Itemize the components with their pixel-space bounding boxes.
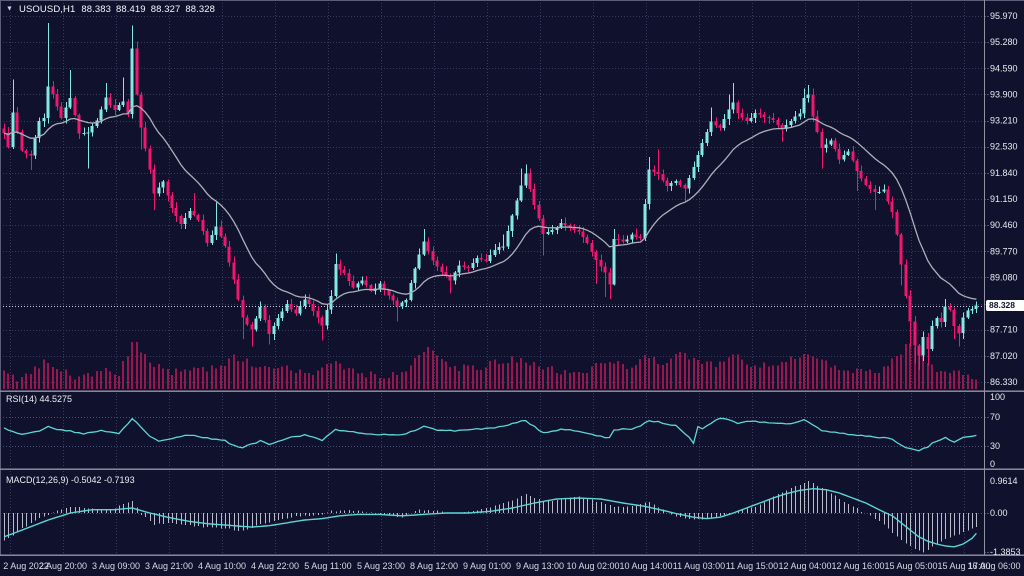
price-axis-label: 94.590 (990, 63, 1018, 73)
date-axis-label: 2 Aug 2022 (3, 561, 49, 571)
date-axis-label: 8 Aug 12:00 (410, 561, 458, 571)
date-axis-label: 15 Aug 17:00 (937, 561, 990, 571)
ma-line (3, 105, 977, 306)
open-value: 88.383 (81, 4, 112, 15)
date-axis-label: 16 Aug 06:00 (967, 561, 1020, 571)
date-axis-label: 3 Aug 21:00 (145, 561, 193, 571)
date-axis-label: 3 Aug 09:00 (92, 561, 140, 571)
price-axis-label: 93.900 (990, 89, 1018, 99)
date-axis-label: 11 Aug 03:00 (673, 561, 725, 571)
price-axis-label: 92.530 (990, 142, 1018, 152)
price-axis-label: 93.210 (990, 116, 1018, 126)
price-axis-label: 91.840 (990, 168, 1018, 178)
volume-layer (3, 341, 977, 389)
rsi-axis-label: 30 (990, 441, 1000, 451)
rsi-axis-label: 70 (990, 412, 1000, 422)
price-axis-label: 89.770 (990, 246, 1018, 256)
candles-layer (2, 23, 978, 371)
rsi-axis-label: 0 (990, 459, 995, 469)
chart-title: ▼ USOUSD,H1 88.383 88.419 88.327 88.328 (6, 4, 215, 15)
low-value: 88.327 (150, 4, 181, 15)
rsi-axis-labels: 100 70 30 0 (984, 392, 1005, 469)
macd-indicator-label: MACD(12,26,9) -0.5042 -0.7193 (6, 475, 135, 485)
date-axis-label: 5 Aug 11:00 (304, 561, 351, 571)
rsi-indicator-label: RSI(14) 44.5275 (6, 394, 73, 404)
symbol-period-label: USOUSD,H1 (19, 4, 76, 15)
rsi-line (3, 417, 977, 452)
date-axis-label: 4 Aug 10:00 (198, 561, 246, 571)
ohlc-values: 88.383 88.419 88.327 88.328 (81, 4, 215, 15)
close-value: 88.328 (185, 4, 216, 15)
macd-axis-label: 0.00 (990, 508, 1008, 518)
symbol-dropdown-icon[interactable]: ▼ (6, 5, 14, 13)
bid-price-tag: 88.328 (986, 300, 1024, 311)
price-axis-label: 91.150 (990, 194, 1018, 204)
macd-histogram (4, 481, 977, 553)
date-axis-label: 2 Aug 20:00 (39, 561, 87, 571)
price-axis[interactable] (985, 0, 1024, 556)
macd-signal-line (3, 487, 977, 548)
price-axis-label: 90.460 (990, 220, 1018, 230)
date-axis-label: 5 Aug 23:00 (357, 561, 405, 571)
macd-axis-labels: 0.9614 0.00 -1.3853 (984, 476, 1021, 557)
date-axis-label: 4 Aug 22:00 (251, 561, 299, 571)
macd-axis-label: 0.9614 (990, 476, 1018, 486)
macd-axis-label: -1.3853 (990, 547, 1021, 557)
date-axis-label: 10 Aug 02:00 (566, 561, 619, 571)
date-axis-label: 12 Aug 16:00 (831, 561, 884, 571)
date-axis-label: 9 Aug 01:00 (463, 561, 511, 571)
date-axis-label: 12 Aug 04:00 (778, 561, 831, 571)
date-axis-label: 10 Aug 14:00 (619, 561, 672, 571)
price-axis-label: 95.280 (990, 37, 1018, 47)
price-gridlines (0, 16, 985, 383)
high-value: 88.419 (116, 4, 146, 15)
price-axis-label: 87.710 (990, 325, 1018, 335)
date-axis-label: 9 Aug 13:00 (516, 561, 564, 571)
rsi-axis-label: 100 (990, 392, 1005, 402)
rsi-level-lines (0, 417, 985, 447)
date-axis-label: 11 Aug 15:00 (726, 561, 778, 571)
price-axis-label: 87.020 (990, 351, 1018, 361)
date-axis[interactable] (0, 556, 1024, 576)
date-axis-label: 15 Aug 05:00 (884, 561, 937, 571)
price-axis-label: 86.330 (990, 377, 1018, 387)
price-axis-label: 95.970 (990, 11, 1018, 21)
price-axis-label: 89.080 (990, 272, 1018, 282)
